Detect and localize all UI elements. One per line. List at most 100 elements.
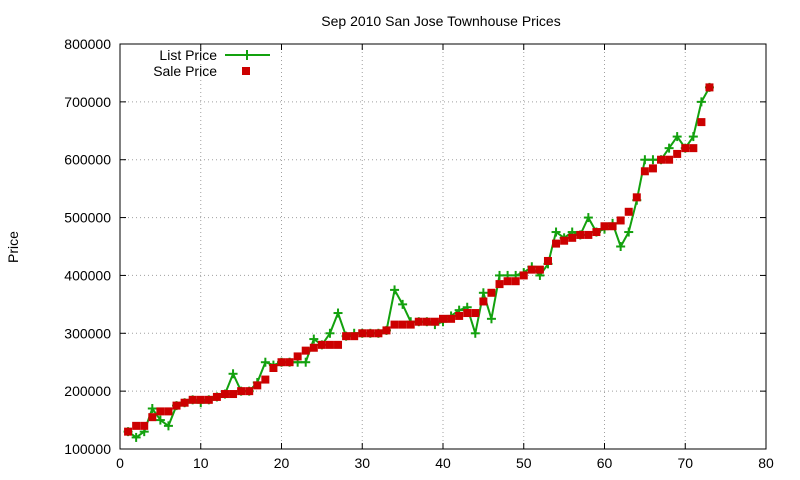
sale-price-point bbox=[261, 375, 270, 384]
series-layer bbox=[123, 82, 714, 442]
list-price-point bbox=[390, 285, 400, 295]
sale-price-point bbox=[543, 256, 552, 265]
sale-price-point bbox=[374, 329, 383, 338]
sale-price-point bbox=[382, 326, 391, 335]
sale-price-point bbox=[180, 398, 189, 407]
list-price-point bbox=[301, 357, 311, 367]
x-tick-label: 30 bbox=[354, 455, 370, 471]
y-axis-label: Price bbox=[5, 231, 21, 263]
sale-price-point bbox=[350, 332, 359, 341]
list-price-point bbox=[616, 242, 626, 251]
list-price-point bbox=[163, 421, 173, 431]
x-tick-label: 40 bbox=[435, 455, 451, 471]
list-price-point bbox=[325, 328, 335, 338]
sale-price-point bbox=[624, 207, 633, 216]
legend-label-list-price: List Price bbox=[159, 47, 217, 63]
chart-title: Sep 2010 San Jose Townhouse Prices bbox=[321, 13, 560, 29]
list-price-point bbox=[583, 213, 593, 223]
list-price-point bbox=[486, 314, 496, 324]
sale-price-point bbox=[503, 277, 512, 286]
sale-price-point bbox=[196, 395, 205, 404]
sale-price-point bbox=[479, 297, 488, 306]
sale-price-point bbox=[632, 193, 641, 202]
legend: List Price Sale Price bbox=[153, 47, 270, 79]
sale-price-point bbox=[495, 280, 504, 289]
sale-price-point bbox=[301, 346, 310, 355]
y-tick-label: 700000 bbox=[64, 94, 111, 110]
sale-price-point bbox=[156, 407, 165, 416]
legend-marker-sale-price bbox=[242, 67, 250, 75]
y-tick-label: 600000 bbox=[64, 152, 111, 168]
x-tick-label: 20 bbox=[274, 455, 290, 471]
sale-price-point bbox=[568, 233, 577, 242]
list-price-point bbox=[478, 288, 488, 298]
x-tick-label: 0 bbox=[116, 455, 124, 471]
sale-price-point bbox=[463, 309, 472, 318]
list-price-point bbox=[495, 270, 505, 280]
sale-price-point bbox=[535, 265, 544, 274]
sale-price-point bbox=[390, 320, 399, 329]
sale-price-point bbox=[640, 167, 649, 176]
sale-price-point bbox=[600, 222, 609, 231]
sale-price-point bbox=[487, 288, 496, 297]
sale-price-point bbox=[188, 395, 197, 404]
list-price-point bbox=[228, 369, 238, 379]
list-price-point bbox=[398, 299, 408, 309]
sale-price-point bbox=[245, 387, 254, 396]
sale-price-point bbox=[608, 222, 617, 231]
sale-price-point bbox=[309, 343, 318, 352]
list-price-point bbox=[260, 357, 270, 367]
sale-price-point bbox=[212, 392, 221, 401]
sale-price-point bbox=[269, 364, 278, 372]
sale-price-point bbox=[204, 395, 213, 404]
x-tick-label: 10 bbox=[193, 455, 209, 471]
sale-price-point bbox=[447, 314, 456, 323]
list-price-point bbox=[688, 132, 698, 142]
sale-price-point bbox=[334, 340, 343, 349]
legend-marker-list-price bbox=[242, 50, 252, 60]
sale-price-point bbox=[560, 236, 569, 245]
list-price-point bbox=[664, 143, 674, 153]
sale-price-point bbox=[681, 144, 690, 153]
sale-price-point bbox=[172, 401, 181, 410]
sale-price-point bbox=[592, 228, 601, 237]
y-tick-label: 400000 bbox=[64, 267, 111, 283]
sale-price-point bbox=[366, 329, 375, 338]
sale-price-point bbox=[140, 421, 149, 430]
sale-price-point bbox=[689, 144, 698, 153]
x-tick-label: 70 bbox=[677, 455, 693, 471]
list-price-point bbox=[131, 432, 141, 442]
sale-price-point bbox=[398, 320, 407, 329]
sale-price-point bbox=[665, 155, 674, 164]
sale-price-point bbox=[277, 358, 286, 367]
sale-price-point bbox=[358, 329, 367, 338]
sale-price-point bbox=[342, 332, 351, 341]
sale-price-point bbox=[430, 317, 439, 326]
sale-price-point bbox=[285, 358, 294, 367]
sale-price-point bbox=[439, 314, 447, 323]
sale-price-point bbox=[406, 320, 415, 329]
sale-price-point bbox=[325, 340, 334, 349]
sale-price-point bbox=[616, 216, 625, 225]
x-tick-label: 50 bbox=[516, 455, 532, 471]
list-price-line bbox=[127, 86, 711, 439]
sale-price-point bbox=[648, 164, 657, 173]
list-price-point bbox=[309, 334, 319, 344]
sale-price-point bbox=[657, 155, 666, 164]
sale-price-point bbox=[220, 390, 229, 399]
list-price-point bbox=[696, 97, 706, 107]
sale-price-point bbox=[705, 83, 714, 92]
sale-price-point bbox=[293, 352, 302, 361]
sale-price-point bbox=[317, 340, 326, 349]
axis-ticks: 0 10 20 30 40 50 60 70 80 100000 200000 300000 40000… bbox=[64, 36, 774, 471]
x-tick-label: 60 bbox=[597, 455, 613, 471]
x-tick-label: 80 bbox=[758, 455, 774, 471]
plot-area-border bbox=[119, 43, 767, 450]
sale-price-point bbox=[584, 230, 593, 239]
list-price-point bbox=[648, 155, 658, 165]
sale-price-point bbox=[229, 390, 238, 399]
grid-lines bbox=[120, 44, 766, 449]
list-price-point bbox=[640, 155, 650, 165]
sale-price-point bbox=[511, 277, 520, 286]
sale-price-point bbox=[132, 421, 141, 430]
